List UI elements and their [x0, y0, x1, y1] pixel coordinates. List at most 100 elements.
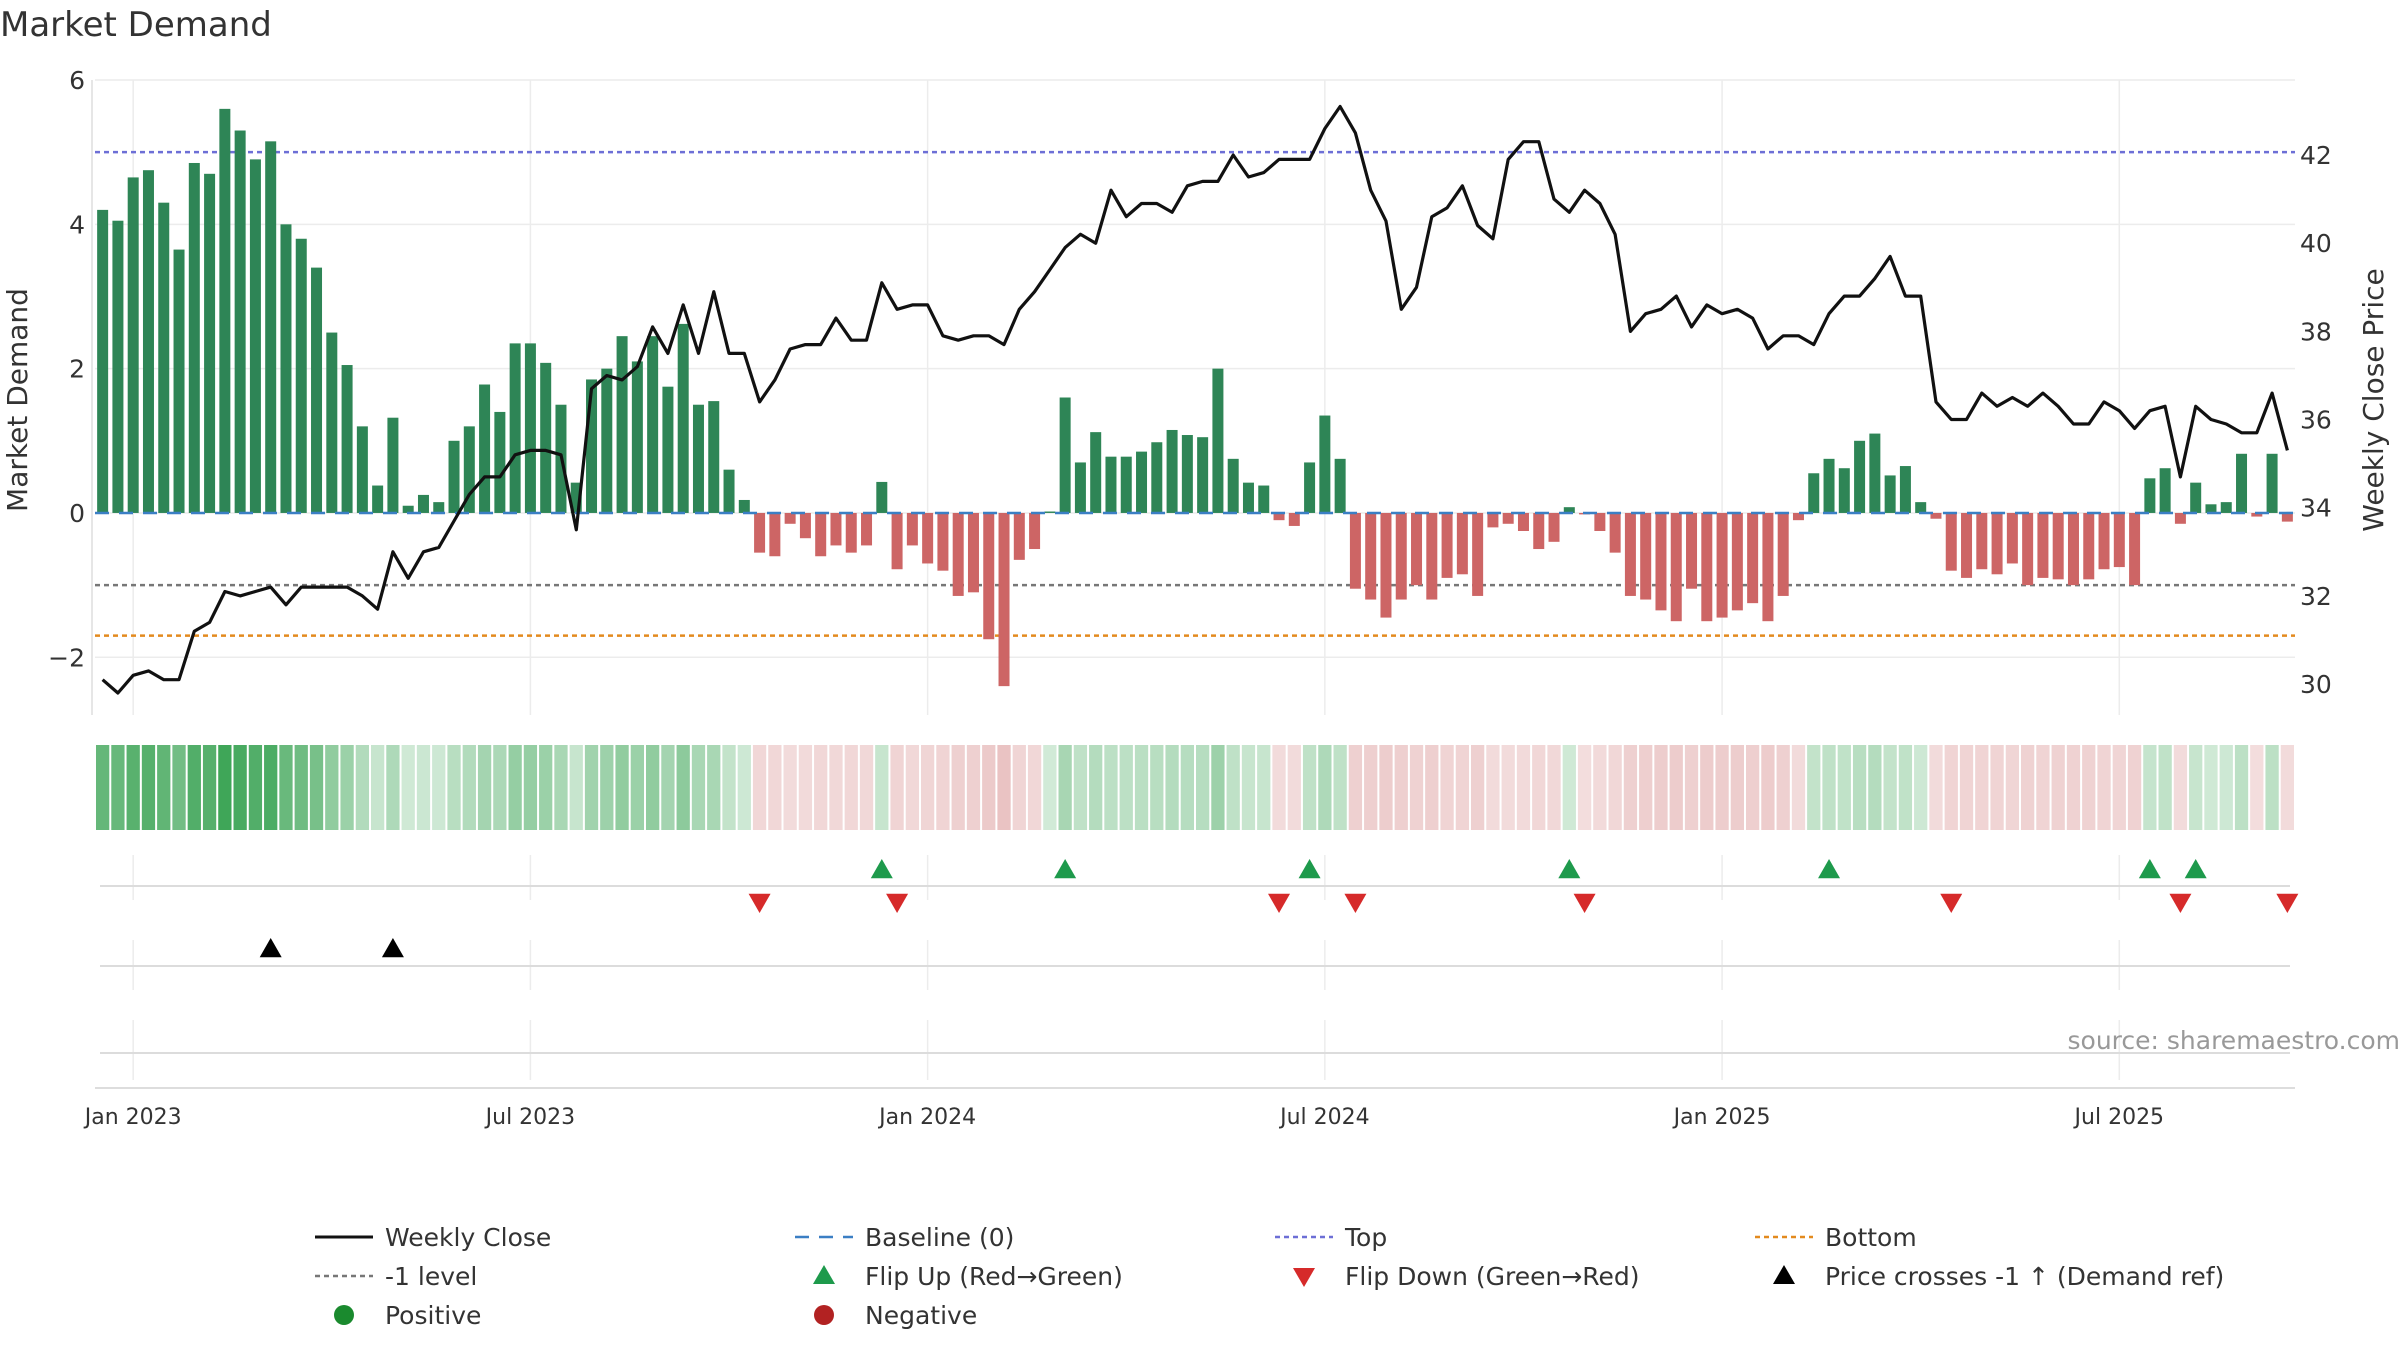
demand-bar	[280, 224, 292, 513]
heat-cell	[340, 745, 354, 830]
heat-cell	[844, 745, 858, 830]
legend-item: Flip Down (Green→Red)	[1293, 1262, 1640, 1291]
demand-bar	[876, 481, 888, 513]
demand-bar	[570, 482, 582, 513]
heat-cell	[2173, 745, 2188, 830]
heat-cell	[814, 745, 828, 830]
demand-bar	[204, 173, 216, 513]
heat-cell	[1287, 745, 1301, 830]
demand-bar	[2236, 453, 2248, 513]
heat-cell	[1486, 745, 1500, 830]
legend-label: Top	[1344, 1223, 1387, 1252]
y-axis-label-left: Market Demand	[1, 288, 34, 512]
heat-cell	[1211, 745, 1225, 830]
legend-swatch-circle	[814, 1305, 834, 1325]
demand-bar	[479, 384, 491, 513]
heat-cell	[172, 745, 186, 830]
demand-bar	[249, 159, 261, 513]
x-tick-label: Jan 2023	[83, 1105, 182, 1130]
demand-bar	[219, 108, 231, 513]
legend-item: Baseline (0)	[795, 1223, 1014, 1252]
heat-cell	[1012, 745, 1026, 830]
demand-bar	[387, 417, 399, 513]
legend-item: Bottom	[1755, 1223, 1917, 1252]
y-tick-label-left: 6	[69, 66, 85, 95]
legend-item: Price crosses -1 ↑ (Demand ref)	[1773, 1262, 2224, 1291]
heat-cell	[1272, 745, 1286, 830]
heat-cell	[1440, 745, 1454, 830]
heat-cell	[477, 745, 492, 830]
heat-cell	[1501, 745, 1515, 830]
demand-bars	[97, 108, 2293, 687]
heat-cell	[401, 745, 415, 830]
axes: Jan 2023 Jul 2023 Jan 2024 Jul 2024 Jan 2025…	[48, 66, 2332, 1130]
demand-bar	[142, 170, 154, 513]
demand-bar	[967, 512, 979, 593]
demand-bar	[1823, 458, 1835, 513]
legend-label: Positive	[385, 1301, 481, 1330]
demand-bar	[784, 512, 796, 524]
demand-bar	[1487, 512, 1499, 528]
demand-bar	[937, 512, 949, 571]
demand-bar	[2037, 512, 2049, 578]
heat-cell	[1455, 745, 1469, 830]
demand-bar	[1991, 512, 2003, 575]
heat-cell	[1669, 745, 1683, 830]
demand-bar	[601, 368, 613, 513]
heat-cell	[2066, 745, 2081, 830]
heat-cell	[1058, 745, 1072, 830]
heat-cell	[325, 745, 339, 830]
demand-bar	[2083, 512, 2095, 580]
heat-cell	[1959, 745, 1974, 830]
demand-bar	[341, 365, 353, 513]
demand-bar	[708, 401, 720, 513]
heat-cell	[2189, 745, 2203, 830]
legend-label: Baseline (0)	[865, 1223, 1014, 1252]
demand-bar	[1242, 482, 1254, 513]
flip-down-marker	[1268, 893, 1291, 913]
demand-bar	[1059, 397, 1071, 513]
demand-bar	[1380, 512, 1392, 618]
demand-bar	[1777, 512, 1789, 596]
demand-bar	[906, 512, 918, 546]
heat-cell	[966, 745, 981, 830]
heat-cell	[997, 745, 1011, 830]
x-tick-label: Jan 2025	[1672, 1105, 1771, 1130]
demand-bar	[2052, 512, 2064, 580]
heat-cell	[462, 745, 476, 830]
heat-cell	[676, 745, 690, 830]
demand-bar	[1044, 511, 1056, 513]
demand-bar	[692, 404, 704, 513]
demand-bar	[830, 512, 842, 546]
y-tick-label-right: 32	[2300, 582, 2332, 611]
y-tick-label-right: 42	[2300, 141, 2332, 170]
heat-cell	[1379, 745, 1393, 830]
heat-cell	[279, 745, 293, 830]
demand-bar	[998, 512, 1010, 687]
heat-cell	[2082, 745, 2096, 830]
heat-cell	[1639, 745, 1653, 830]
heat-cell	[1746, 745, 1760, 830]
demand-bar	[1090, 432, 1102, 513]
demand-bar	[494, 411, 506, 513]
heat-cell	[218, 745, 232, 830]
heat-cell	[1944, 745, 1958, 830]
y-tick-label-left: 2	[69, 355, 85, 384]
demand-heat-strip	[96, 745, 2294, 830]
heat-cell	[1226, 745, 1240, 830]
y-tick-label-right: 40	[2300, 229, 2332, 258]
heat-cell	[1119, 745, 1133, 830]
heat-cell	[371, 745, 385, 830]
heat-cell	[1333, 745, 1347, 830]
heat-cell	[1165, 745, 1179, 830]
heat-cell	[1807, 745, 1821, 830]
demand-bar	[1426, 512, 1438, 600]
heat-cell	[126, 745, 140, 830]
demand-bar	[2205, 504, 2217, 513]
demand-bar	[524, 343, 536, 513]
heat-cell	[1409, 745, 1424, 830]
flip-up-marker	[1298, 859, 1321, 879]
demand-bar	[463, 426, 475, 513]
demand-bar	[1411, 512, 1423, 586]
